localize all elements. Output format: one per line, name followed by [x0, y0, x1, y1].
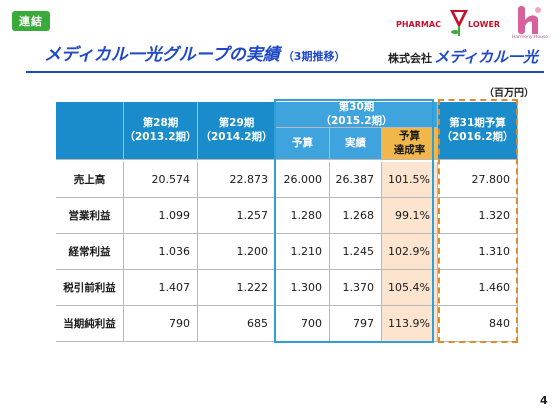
header-fy31: 第31期予算 （2016.2期）: [438, 102, 518, 160]
title-divider: [26, 71, 544, 73]
cell-actual: 797: [330, 306, 382, 342]
header-fy30: 第30期 （2015.2期）: [276, 101, 438, 128]
cell-fy31: 1.460: [438, 270, 518, 306]
header-fy28: 第28期 （2013.2期）: [124, 102, 198, 160]
header-corner: [56, 102, 124, 160]
logo-text-left: PHARMAC: [396, 20, 441, 29]
cell-fy28: 1.407: [124, 270, 198, 306]
cell-fy28: 1.036: [124, 234, 198, 270]
row-label: 当期純利益: [56, 306, 124, 342]
cell-actual: 1.370: [330, 270, 382, 306]
cell-budget: 26.000: [276, 162, 330, 198]
cell-budget: 700: [276, 306, 330, 342]
cell-budget: 1.280: [276, 198, 330, 234]
cell-achievement: 99.1%: [382, 198, 438, 234]
cell-fy31: 840: [438, 306, 518, 342]
cell-fy29: 1.200: [198, 234, 276, 270]
cell-achievement: 113.9%: [382, 306, 438, 342]
flower-icon: [450, 10, 468, 36]
unit-label: （百万円）: [484, 88, 534, 99]
cell-actual: 1.268: [330, 198, 382, 234]
cell-achievement: 102.9%: [382, 234, 438, 270]
title-subtext: （3期推移）: [282, 50, 346, 63]
cell-fy28: 1.099: [124, 198, 198, 234]
cell-actual: 26.387: [330, 162, 382, 198]
logo-caption: Harmony House: [511, 35, 549, 40]
company-name: 株式会社 メディカル一光: [388, 46, 538, 67]
header-budget: 予算: [276, 128, 330, 160]
cell-fy31: 27.800: [438, 162, 518, 198]
cell-fy29: 22.873: [198, 162, 276, 198]
cell-budget: 1.300: [276, 270, 330, 306]
logo-text-right: LOWER: [468, 20, 501, 29]
company-brand: メディカル一光: [434, 48, 538, 66]
header-achievement: 予算 達成率: [382, 128, 438, 160]
title-text: メディカル一光グループの実績: [44, 45, 280, 65]
cell-achievement: 101.5%: [382, 162, 438, 198]
cell-fy29: 1.257: [198, 198, 276, 234]
row-label: 売上高: [56, 162, 124, 198]
consolidated-badge: 連結: [12, 11, 50, 31]
cell-fy28: 20.574: [124, 162, 198, 198]
company-prefix: 株式会社: [388, 52, 432, 65]
cell-fy31: 1.320: [438, 198, 518, 234]
page-number: 4: [540, 394, 548, 407]
row-label: 税引前利益: [56, 270, 124, 306]
header-actual: 実績: [330, 128, 382, 160]
cell-achievement: 105.4%: [382, 270, 438, 306]
row-label: 経常利益: [56, 234, 124, 270]
harmony-house-logo: Harmony House: [510, 4, 550, 44]
cell-actual: 1.245: [330, 234, 382, 270]
cell-budget: 1.210: [276, 234, 330, 270]
row-label: 営業利益: [56, 198, 124, 234]
page-title: メディカル一光グループの実績 （3期推移）: [44, 40, 345, 68]
cell-fy28: 790: [124, 306, 198, 342]
pharmacy-flower-logo: PHARMAC LOWER: [396, 8, 506, 42]
cell-fy29: 685: [198, 306, 276, 342]
header-fy29: 第29期 （2014.2期）: [198, 102, 276, 160]
cell-fy31: 1.310: [438, 234, 518, 270]
harmony-h-icon: [518, 6, 541, 34]
cell-fy29: 1.222: [198, 270, 276, 306]
